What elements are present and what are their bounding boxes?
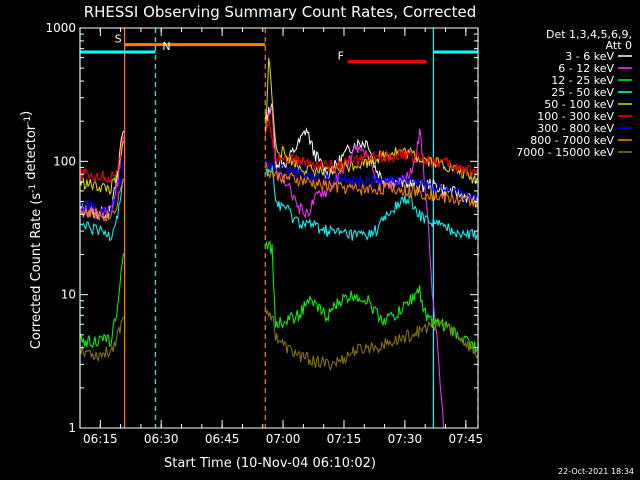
- legend-label: 300 - 800 keV: [537, 122, 614, 135]
- x-tick-label: 07:30: [388, 432, 423, 446]
- legend-label: 100 - 300 keV: [537, 110, 614, 123]
- generated-date: 22-Oct-2021 18:34: [558, 467, 634, 476]
- y-label-superscript: -1: [23, 116, 33, 125]
- flag-label: S: [115, 33, 122, 46]
- legend-label: 7000 - 15000 keV: [516, 146, 614, 159]
- x-tick-label: 06:15: [83, 432, 118, 446]
- y-label-text: ): [19, 111, 34, 116]
- legend-label: 50 - 100 keV: [544, 98, 614, 111]
- y-tick-label: 1: [68, 421, 76, 435]
- plot-frame: [79, 27, 479, 429]
- flag-label: N: [162, 40, 170, 53]
- y-tick-label: 1000: [45, 21, 76, 35]
- x-axis-label: Start Time (10-Nov-04 06:10:02): [164, 456, 376, 471]
- y-axis-label: Corrected Count Rate (s-1 detector-1): [19, 111, 44, 349]
- legend-label: 800 - 7000 keV: [530, 134, 614, 147]
- y-tick-label: 100: [53, 154, 76, 168]
- series-line: [79, 304, 479, 372]
- x-tick-label: 07:00: [266, 432, 301, 446]
- legend-label: 6 - 12 keV: [558, 62, 614, 75]
- legend-label: 25 - 50 keV: [551, 86, 614, 99]
- legend-header: Att 0: [606, 39, 632, 52]
- x-tick-label: 07:15: [327, 432, 362, 446]
- y-tick-label: 10: [61, 288, 76, 302]
- series-line: [79, 161, 479, 223]
- series-line: [79, 165, 479, 242]
- y-label-superscript: -1: [28, 184, 38, 193]
- series-line: [79, 240, 479, 354]
- y-label-text: Corrected Count Rate (s: [29, 193, 44, 350]
- series-line: [79, 159, 479, 216]
- y-label-text: detector: [24, 124, 39, 184]
- x-tick-label: 07:45: [449, 432, 484, 446]
- axes: 1 10 100 1000 06:15 06:30 06:45 07:00 07:15 07:30…: [45, 21, 483, 446]
- legend-label: 3 - 6 keV: [565, 50, 614, 63]
- x-tick-label: 06:45: [205, 432, 240, 446]
- flag-label: F: [338, 50, 344, 63]
- legend-header: Det 1,3,4,5,6,9,: [546, 28, 632, 41]
- series-line: [79, 116, 479, 184]
- x-tick-label: 06:30: [144, 432, 179, 446]
- chart-title: RHESSI Observing Summary Count Rates, Co…: [84, 3, 477, 21]
- legend-label: 12 - 25 keV: [551, 74, 614, 87]
